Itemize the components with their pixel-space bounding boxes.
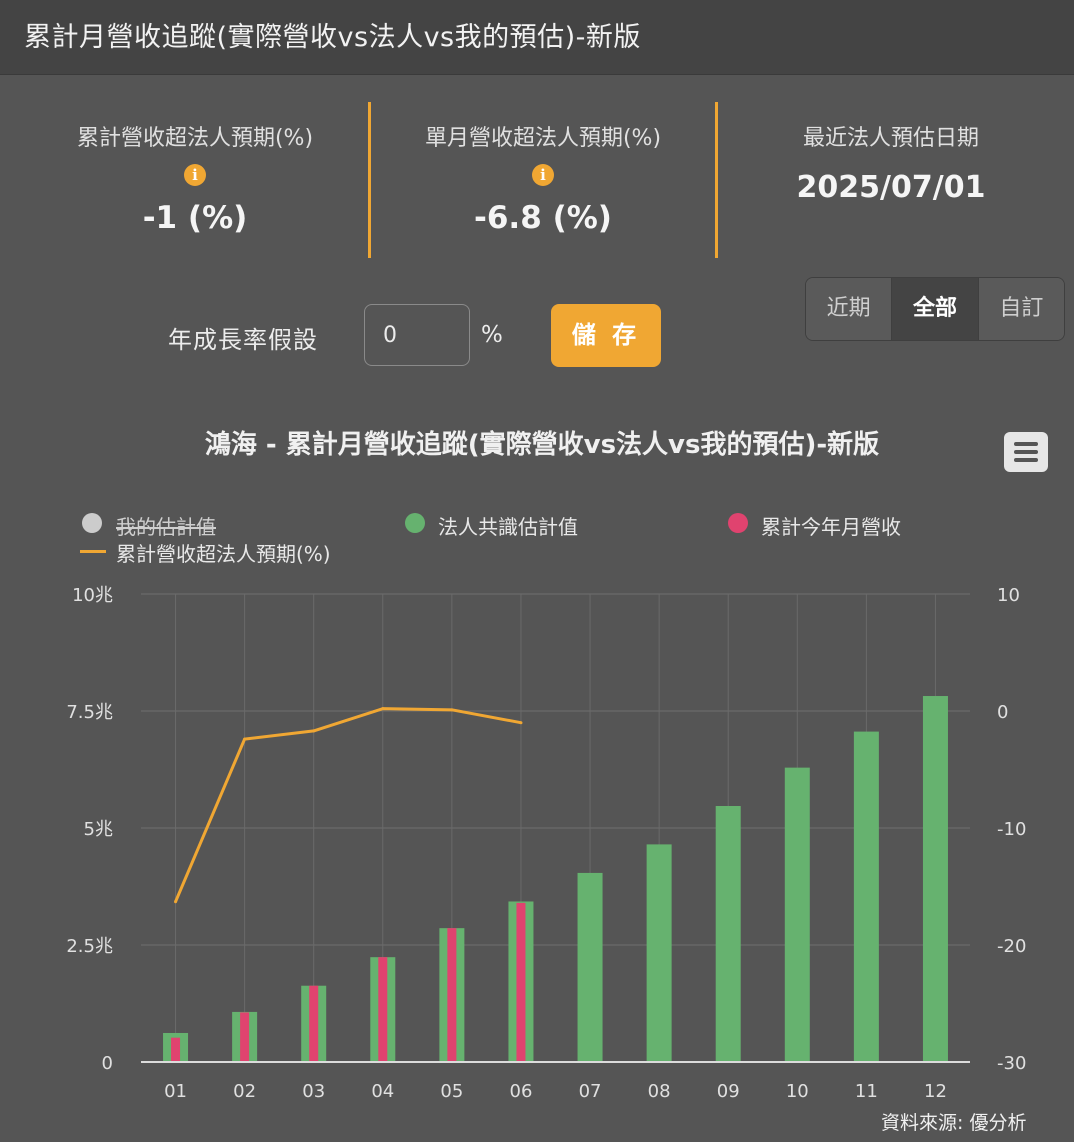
y-left-tick-label: 2.5兆	[66, 936, 113, 957]
bar-actual	[309, 985, 319, 1062]
bar-consensus	[163, 1032, 189, 1062]
stat-value: -1 (%)	[142, 200, 248, 236]
info-icon[interactable]: i	[184, 164, 206, 186]
x-tick-label: 04	[371, 1081, 394, 1102]
x-tick-label: 08	[648, 1081, 671, 1102]
y-right-tick-label: 10	[997, 585, 1020, 606]
point-beat-percent	[243, 737, 247, 741]
legend-dot-consensus	[405, 513, 425, 533]
point-beat-percent	[312, 729, 316, 733]
range-all-button[interactable]: 全部	[892, 278, 979, 340]
stat-label: 累計營收超法人預期(%)	[76, 126, 314, 151]
point-beat-percent	[450, 708, 454, 712]
x-tick-label: 06	[510, 1081, 533, 1102]
y-right-tick-label: 0	[997, 702, 1008, 723]
x-tick-label: 07	[579, 1081, 602, 1102]
bar-consensus	[577, 872, 603, 1062]
legend-dot-my-estimate	[82, 513, 102, 533]
divider	[368, 102, 371, 258]
bar-actual	[447, 928, 457, 1062]
bar-consensus	[301, 985, 327, 1062]
bar-consensus	[715, 806, 741, 1062]
x-tick-label: 05	[440, 1081, 463, 1102]
x-tick-label: 11	[855, 1081, 878, 1102]
y-left-tick-label: 7.5兆	[66, 702, 113, 723]
legend-actual[interactable]: 累計今年月營收	[761, 515, 901, 539]
bar-actual	[171, 1037, 181, 1062]
range-custom-button[interactable]: 自訂	[978, 278, 1064, 340]
stat-label: 單月營收超法人預期(%)	[424, 126, 662, 151]
y-right-tick-label: -20	[997, 936, 1026, 957]
stat-latest-estimate-date: 最近法人預估日期 2025/07/01	[718, 100, 1064, 260]
bar-consensus	[370, 957, 396, 1062]
header-bar: 累計月營收追蹤(實際營收vs法人vs我的預估)-新版	[0, 0, 1074, 75]
line-beat-percent	[174, 707, 522, 903]
y-right-tick-label: -10	[997, 819, 1026, 840]
y-left-tick-label: 5兆	[84, 819, 113, 840]
legend-line-beat	[80, 550, 106, 553]
x-tick-label: 12	[924, 1081, 947, 1102]
info-icon[interactable]: i	[532, 164, 554, 186]
y-left-tick-label: 0	[102, 1053, 113, 1074]
x-tick-label: 09	[717, 1081, 740, 1102]
save-button[interactable]: 儲 存	[551, 304, 661, 367]
bar-consensus	[853, 731, 879, 1062]
point-beat-percent	[174, 900, 178, 904]
data-source: 資料來源: 優分析	[881, 1112, 1027, 1134]
legend-consensus[interactable]: 法人共識估計值	[438, 515, 578, 539]
x-tick-label: 03	[302, 1081, 325, 1102]
bar-actual	[378, 957, 388, 1062]
point-beat-percent	[519, 721, 523, 725]
bar-consensus	[922, 696, 948, 1062]
bar-consensus	[439, 928, 465, 1062]
y-left-tick-label: 10兆	[72, 585, 113, 606]
legend-my-estimate[interactable]: 我的估計值	[116, 515, 216, 539]
stat-date: 2025/07/01	[796, 170, 986, 205]
x-tick-label: 01	[164, 1081, 187, 1102]
growth-rate-label: 年成長率假設	[168, 326, 318, 354]
legend-beat-percent[interactable]: 累計營收超法人預期(%)	[116, 542, 331, 566]
growth-rate-unit: %	[481, 322, 503, 348]
range-selector: 近期 全部 自訂	[805, 277, 1065, 341]
growth-rate-input[interactable]	[364, 304, 470, 366]
stat-label: 最近法人預估日期	[802, 126, 979, 151]
x-tick-label: 02	[233, 1081, 256, 1102]
legend-dot-actual	[728, 513, 748, 533]
bar-consensus	[646, 844, 672, 1062]
point-beat-percent	[381, 707, 385, 711]
bar-actual	[240, 1012, 250, 1062]
chart-menu-icon[interactable]	[1004, 432, 1048, 472]
chart-title: 鴻海 - 累計月營收追蹤(實際營收vs法人vs我的預估)-新版	[204, 430, 880, 460]
stat-value: -6.8 (%)	[474, 200, 612, 236]
bar-consensus	[232, 1011, 258, 1062]
stat-monthly-beat: 單月營收超法人預期(%) i -6.8 (%)	[370, 100, 716, 260]
stat-cumulative-beat: 累計營收超法人預期(%) i -1 (%)	[22, 100, 368, 260]
bar-consensus	[784, 767, 810, 1062]
x-tick-label: 10	[786, 1081, 809, 1102]
divider	[715, 102, 718, 258]
range-recent-button[interactable]: 近期	[806, 278, 893, 340]
bar-consensus	[508, 901, 534, 1062]
page-title: 累計月營收追蹤(實際營收vs法人vs我的預估)-新版	[24, 22, 641, 53]
y-right-tick-label: -30	[997, 1053, 1026, 1074]
bar-actual	[516, 902, 526, 1062]
